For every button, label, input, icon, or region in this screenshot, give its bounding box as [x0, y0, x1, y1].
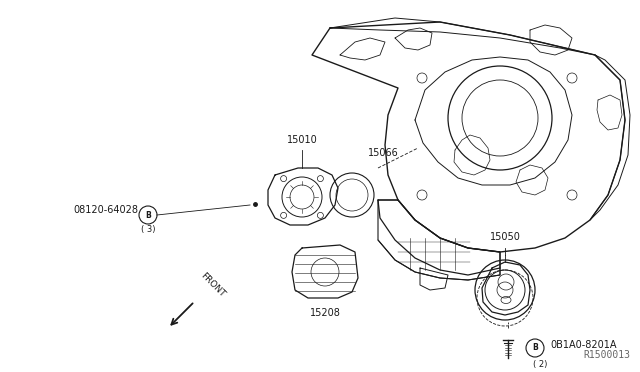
Text: R1500013: R1500013	[583, 350, 630, 360]
Text: 0B1A0-8201A: 0B1A0-8201A	[550, 340, 616, 350]
Text: B: B	[532, 343, 538, 353]
Text: FRONT: FRONT	[198, 272, 227, 299]
Text: 15010: 15010	[287, 135, 317, 145]
Text: 15050: 15050	[490, 232, 520, 242]
Text: ( 2): ( 2)	[533, 360, 547, 369]
Text: 15208: 15208	[310, 308, 340, 318]
Text: 08120-64028: 08120-64028	[73, 205, 138, 215]
Text: ( 3): ( 3)	[141, 225, 156, 234]
Text: 15066: 15066	[368, 148, 399, 158]
Text: B: B	[145, 211, 151, 219]
